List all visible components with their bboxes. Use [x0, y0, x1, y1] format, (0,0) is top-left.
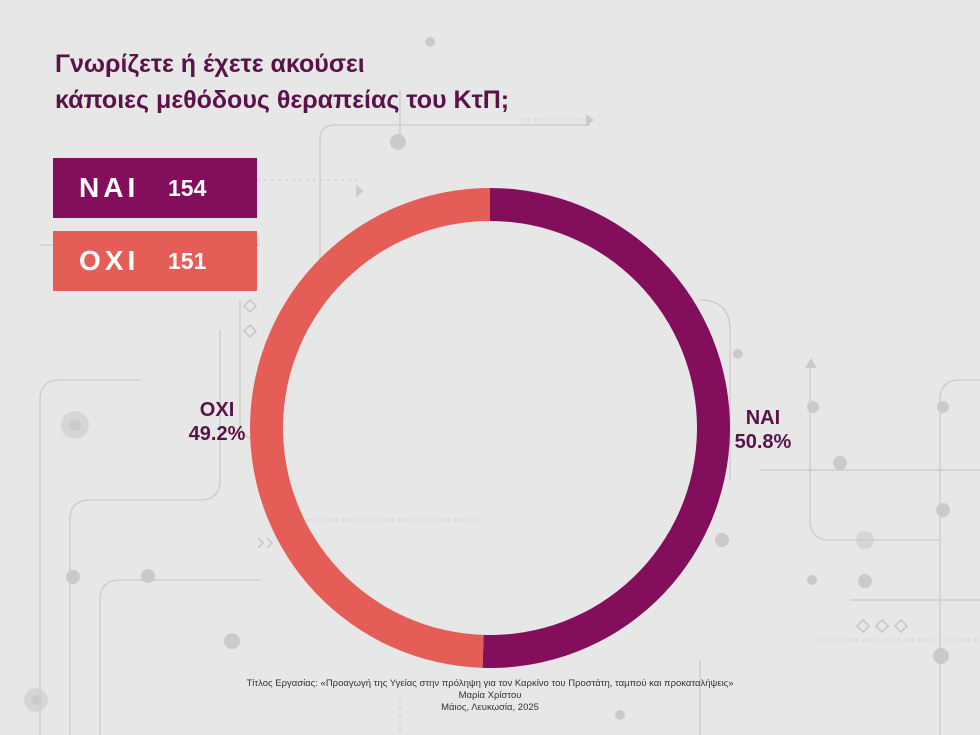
footer-date-place: Μάιος, Λευκωσία, 2025 — [441, 702, 539, 713]
legend-label-yes: ΝΑΙ — [79, 172, 140, 203]
legend-item-yes: ΝΑΙ 154 — [53, 158, 257, 218]
chart-title-line2: κάποιες μεθόδους θεραπείας του ΚτΠ; — [55, 86, 510, 114]
legend-item-no: ΟΧΙ 151 — [53, 231, 257, 291]
slice-label-no: ΟΧΙ 49.2% — [189, 399, 246, 445]
footer-author: Μαρία Χρίστου — [458, 690, 522, 701]
footer-project-title: Τίτλος Εργασίας: «Προαγωγή της Υγείας στ… — [246, 678, 734, 689]
legend-count-no: 151 — [168, 247, 207, 274]
slice-label-yes: ΝΑΙ 50.8% — [735, 407, 792, 453]
chart-title: Γνωρίζετε ή έχετε ακούσει κάποιες μεθόδο… — [55, 46, 509, 118]
donut-slice-yes — [482, 188, 730, 668]
chart-title-line1: Γνωρίζετε ή έχετε ακούσει — [55, 50, 365, 78]
legend-count-yes: 154 — [168, 174, 207, 201]
legend-label-no: ΟΧΙ — [79, 245, 140, 276]
donut-slice-no — [249, 188, 490, 668]
footer-credits: Τίτλος Εργασίας: «Προαγωγή της Υγείας στ… — [200, 678, 780, 714]
